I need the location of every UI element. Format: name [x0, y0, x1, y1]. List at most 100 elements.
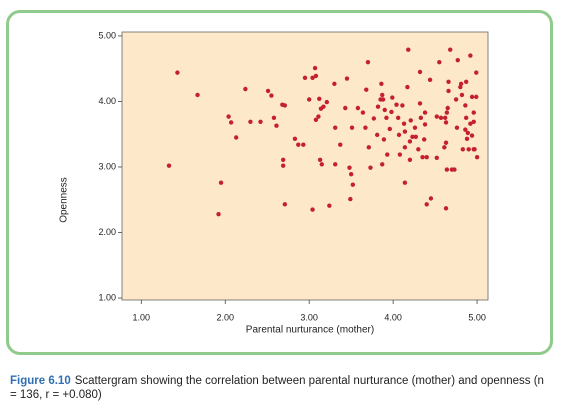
point	[258, 119, 263, 124]
point	[434, 155, 439, 161]
point	[348, 171, 354, 177]
point	[443, 140, 449, 145]
x-axis-label: Parental nurturance (mother)	[246, 325, 374, 336]
point	[379, 81, 384, 86]
caption-label: Figure 6.10	[10, 375, 71, 387]
point	[382, 107, 387, 113]
y-tick-label: 1.00	[98, 292, 116, 302]
point	[280, 163, 286, 168]
point	[471, 110, 476, 115]
point	[306, 97, 312, 102]
point	[448, 47, 453, 52]
point	[384, 115, 389, 121]
point	[195, 92, 200, 98]
point	[324, 99, 330, 105]
point	[313, 117, 319, 123]
point	[387, 126, 392, 132]
point	[269, 93, 274, 98]
point	[442, 145, 447, 150]
point	[292, 136, 298, 142]
point	[396, 132, 402, 138]
point	[407, 139, 413, 144]
point	[380, 162, 385, 167]
point	[333, 162, 338, 167]
point	[437, 59, 442, 65]
point	[464, 136, 470, 142]
point	[313, 73, 319, 79]
x-tick-label: 5.00	[468, 312, 486, 322]
point	[395, 115, 401, 121]
point	[233, 135, 239, 140]
point	[422, 110, 428, 115]
point	[301, 142, 306, 147]
point	[363, 125, 368, 130]
point	[405, 84, 410, 90]
point	[226, 114, 231, 119]
point	[452, 167, 457, 172]
point	[282, 202, 288, 207]
point	[407, 157, 413, 162]
point	[265, 88, 271, 94]
point	[455, 57, 460, 63]
point	[422, 137, 427, 142]
point	[364, 87, 369, 92]
point	[218, 180, 224, 185]
point	[406, 47, 411, 52]
point	[469, 133, 475, 138]
point	[296, 142, 301, 147]
point	[424, 154, 429, 160]
point	[413, 134, 419, 140]
caption: Figure 6.10 Scattergram showing the corre…	[10, 374, 550, 402]
point	[312, 65, 318, 71]
point	[408, 118, 413, 123]
y-axis-label: Openness	[59, 177, 70, 223]
point	[350, 182, 356, 187]
point	[366, 145, 371, 150]
point	[282, 103, 288, 108]
point	[243, 86, 248, 92]
point	[443, 206, 449, 211]
x-tick-label: 1.00	[133, 312, 151, 322]
point	[417, 101, 423, 106]
point	[417, 69, 423, 75]
x-tick-label: 3.00	[300, 312, 318, 322]
point	[321, 104, 326, 109]
y-tick-label: 5.00	[98, 30, 116, 40]
point	[316, 114, 321, 119]
point	[371, 116, 377, 121]
caption-text: Scattergram showing the correlation betw…	[10, 375, 544, 401]
point	[390, 95, 395, 100]
point	[460, 147, 466, 152]
point	[474, 154, 480, 160]
point	[360, 110, 366, 115]
point	[465, 130, 471, 136]
point	[434, 114, 439, 119]
point	[474, 70, 479, 75]
point	[310, 75, 315, 81]
point	[468, 53, 473, 58]
point	[280, 157, 286, 162]
point	[332, 81, 337, 86]
point	[466, 147, 471, 152]
point	[374, 132, 380, 138]
point	[442, 115, 448, 121]
point	[333, 125, 338, 130]
point	[365, 59, 371, 65]
point	[458, 81, 464, 86]
point	[424, 202, 429, 207]
point	[469, 94, 475, 100]
point	[343, 105, 348, 111]
point	[427, 77, 433, 83]
point	[474, 94, 479, 100]
point	[463, 79, 469, 84]
point	[317, 96, 322, 102]
point	[402, 129, 408, 134]
point	[327, 203, 332, 208]
point	[410, 134, 415, 140]
point	[412, 125, 418, 130]
point	[380, 97, 386, 102]
point	[463, 103, 468, 108]
point	[397, 152, 403, 157]
